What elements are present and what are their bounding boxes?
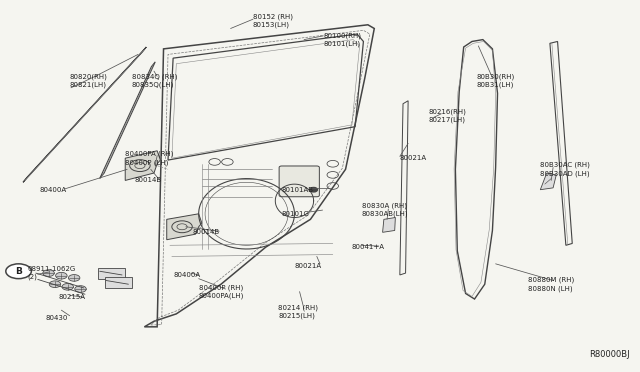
Text: 80216(RH)
80217(LH): 80216(RH) 80217(LH)	[429, 108, 467, 123]
Text: 80021A: 80021A	[400, 155, 427, 161]
Text: 80215A: 80215A	[58, 294, 85, 300]
Text: 80880M (RH)
80880N (LH): 80880M (RH) 80880N (LH)	[527, 277, 574, 292]
Circle shape	[62, 283, 74, 290]
Text: 80152 (RH)
80153(LH): 80152 (RH) 80153(LH)	[253, 14, 293, 28]
Circle shape	[130, 160, 150, 171]
Text: 80021A: 80021A	[294, 263, 321, 269]
Polygon shape	[125, 151, 161, 180]
Text: 80400P (RH)
80400PA(LH): 80400P (RH) 80400PA(LH)	[198, 284, 244, 299]
Text: 80014B: 80014B	[192, 229, 220, 235]
Text: 80100(RH)
80101(LH): 80100(RH) 80101(LH)	[323, 32, 361, 47]
Text: 80834Q (RH)
80835Q(LH): 80834Q (RH) 80835Q(LH)	[132, 73, 177, 88]
Text: 80214 (RH)
80215(LH): 80214 (RH) 80215(LH)	[278, 305, 319, 320]
Text: 80820(RH)
80821(LH): 80820(RH) 80821(LH)	[70, 73, 108, 88]
Circle shape	[43, 270, 54, 276]
Text: 80041+A: 80041+A	[352, 244, 385, 250]
FancyBboxPatch shape	[99, 268, 125, 279]
Text: 80830A (RH)
80830AB(LH): 80830A (RH) 80830AB(LH)	[362, 203, 408, 218]
Text: 80014B: 80014B	[135, 177, 162, 183]
Circle shape	[6, 264, 31, 279]
Circle shape	[68, 275, 80, 281]
Circle shape	[172, 221, 192, 233]
Circle shape	[310, 187, 317, 192]
Text: 80400A: 80400A	[173, 272, 200, 278]
Circle shape	[49, 281, 61, 288]
Polygon shape	[383, 218, 396, 232]
Circle shape	[75, 286, 86, 292]
Text: 80B30AC (RH)
80B30AD (LH): 80B30AC (RH) 80B30AD (LH)	[540, 162, 590, 177]
Text: R80000BJ: R80000BJ	[589, 350, 630, 359]
Text: 80430: 80430	[45, 315, 68, 321]
Polygon shape	[540, 173, 556, 190]
Text: B: B	[15, 267, 22, 276]
Circle shape	[56, 272, 67, 279]
Text: 80101AB: 80101AB	[282, 187, 314, 193]
Text: 80400PA (RH)
80400P (LH): 80400PA (RH) 80400P (LH)	[125, 151, 173, 166]
Text: 80101G: 80101G	[282, 211, 310, 217]
Text: 08911-1062G
(2): 08911-1062G (2)	[28, 266, 76, 280]
FancyBboxPatch shape	[105, 277, 132, 288]
Text: 80400A: 80400A	[39, 187, 66, 193]
Polygon shape	[167, 214, 202, 240]
Text: 80B30(RH)
80B31(LH): 80B30(RH) 80B31(LH)	[476, 73, 515, 88]
FancyBboxPatch shape	[279, 166, 319, 197]
